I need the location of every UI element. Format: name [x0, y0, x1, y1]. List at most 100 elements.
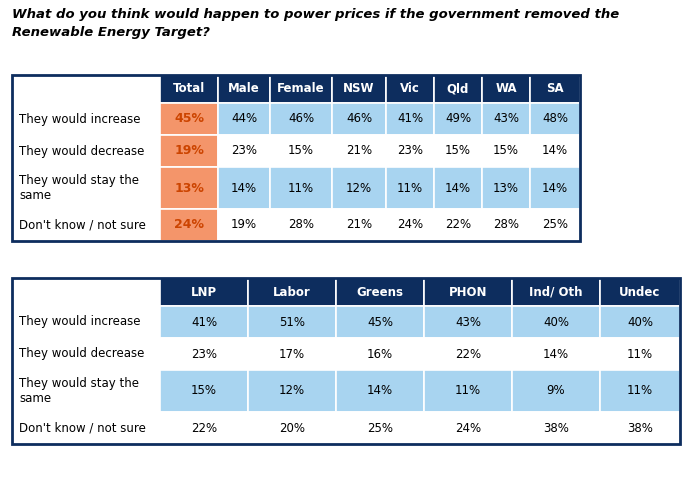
Bar	[434, 75, 482, 103]
Bar	[530, 167, 580, 209]
Bar	[530, 135, 580, 167]
Bar	[482, 209, 530, 241]
Bar	[332, 135, 386, 167]
Bar	[600, 370, 680, 412]
Text: 22%: 22%	[455, 348, 481, 360]
Bar	[218, 135, 270, 167]
Bar	[12, 278, 680, 444]
Text: 13%: 13%	[493, 181, 519, 194]
Text: 24%: 24%	[174, 218, 204, 231]
Bar	[332, 209, 386, 241]
Text: 11%: 11%	[627, 348, 653, 360]
Bar	[600, 338, 680, 370]
Text: 41%: 41%	[397, 112, 423, 125]
Bar	[12, 412, 160, 444]
Text: 23%: 23%	[397, 144, 423, 157]
Bar	[512, 278, 600, 306]
Bar	[12, 338, 160, 370]
Bar	[434, 167, 482, 209]
Text: 14%: 14%	[367, 384, 393, 397]
Text: 24%: 24%	[397, 218, 423, 231]
Bar	[332, 167, 386, 209]
Bar	[160, 278, 248, 306]
Bar	[160, 338, 248, 370]
Text: 44%: 44%	[231, 112, 257, 125]
Text: 14%: 14%	[231, 181, 257, 194]
Text: Renewable Energy Target?: Renewable Energy Target?	[12, 26, 210, 39]
Bar	[218, 209, 270, 241]
Text: They would increase: They would increase	[19, 315, 140, 328]
Bar	[434, 135, 482, 167]
Text: 25%: 25%	[367, 421, 393, 434]
Bar	[336, 370, 424, 412]
Text: They would stay the
same: They would stay the same	[19, 174, 139, 202]
Text: 15%: 15%	[288, 144, 314, 157]
Text: Greens: Greens	[357, 286, 404, 299]
Bar	[218, 75, 270, 103]
Text: 22%: 22%	[445, 218, 471, 231]
Bar	[218, 167, 270, 209]
Text: 43%: 43%	[455, 315, 481, 328]
Bar	[386, 75, 434, 103]
Bar	[248, 306, 336, 338]
Text: 11%: 11%	[397, 181, 423, 194]
Text: 23%: 23%	[231, 144, 257, 157]
Bar	[12, 135, 160, 167]
Text: LNP: LNP	[191, 286, 217, 299]
Bar	[600, 278, 680, 306]
Bar	[12, 209, 160, 241]
Text: 45%: 45%	[174, 112, 204, 125]
Bar	[270, 167, 332, 209]
Bar	[160, 103, 218, 135]
Bar	[12, 306, 160, 338]
Text: 11%: 11%	[455, 384, 481, 397]
Text: 11%: 11%	[627, 384, 653, 397]
Text: Don't know / not sure: Don't know / not sure	[19, 218, 146, 231]
Bar	[12, 370, 160, 412]
Text: Qld: Qld	[447, 83, 469, 96]
Text: Male: Male	[228, 83, 260, 96]
Text: 11%: 11%	[288, 181, 314, 194]
Bar	[424, 338, 512, 370]
Text: Total: Total	[173, 83, 205, 96]
Bar	[248, 370, 336, 412]
Text: Female: Female	[277, 83, 325, 96]
Bar	[160, 135, 218, 167]
Text: Ind/ Oth: Ind/ Oth	[530, 286, 582, 299]
Bar	[386, 103, 434, 135]
Bar	[424, 306, 512, 338]
Bar	[600, 306, 680, 338]
Text: 23%: 23%	[191, 348, 217, 360]
Text: SA: SA	[546, 83, 564, 96]
Bar	[386, 167, 434, 209]
Bar	[12, 75, 160, 103]
Text: 14%: 14%	[542, 144, 568, 157]
Text: 9%: 9%	[547, 384, 565, 397]
Text: 12%: 12%	[346, 181, 372, 194]
Bar	[512, 412, 600, 444]
Bar	[160, 75, 218, 103]
Text: 28%: 28%	[493, 218, 519, 231]
Bar	[160, 167, 218, 209]
Text: Undec: Undec	[619, 286, 661, 299]
Text: PHON: PHON	[449, 286, 487, 299]
Text: 19%: 19%	[174, 144, 204, 157]
Bar	[424, 370, 512, 412]
Bar	[512, 306, 600, 338]
Text: Don't know / not sure: Don't know / not sure	[19, 421, 146, 434]
Bar	[434, 209, 482, 241]
Bar	[386, 135, 434, 167]
Text: 25%: 25%	[542, 218, 568, 231]
Text: 14%: 14%	[543, 348, 569, 360]
Bar	[248, 412, 336, 444]
Text: 40%: 40%	[543, 315, 569, 328]
Bar	[160, 306, 248, 338]
Bar	[270, 103, 332, 135]
Bar	[160, 209, 218, 241]
Text: 41%: 41%	[191, 315, 217, 328]
Bar	[336, 412, 424, 444]
Text: 21%: 21%	[346, 144, 372, 157]
Text: 13%: 13%	[174, 181, 204, 194]
Bar	[336, 338, 424, 370]
Bar	[332, 75, 386, 103]
